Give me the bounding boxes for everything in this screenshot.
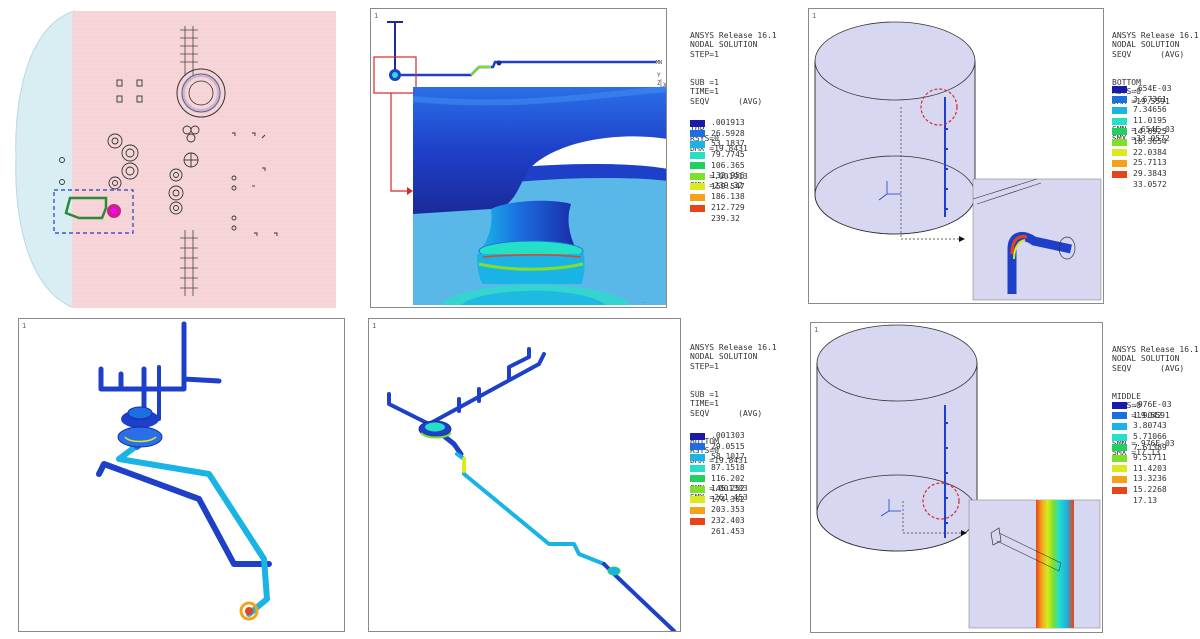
pipe-line xyxy=(944,405,948,538)
pipe-contour-view xyxy=(387,347,676,631)
tank-layout-panel xyxy=(14,8,344,308)
contour-legend-bottom-middle: .001303 29.0515 58.1017 87.1518 116.202 … xyxy=(690,431,745,537)
manway-ring xyxy=(176,68,226,118)
axis-triad xyxy=(880,499,901,517)
cylinder-model xyxy=(816,324,1101,629)
zoom-callout-box xyxy=(373,56,417,94)
pipe-overview: MN xyxy=(387,21,662,81)
tank-head xyxy=(15,10,75,308)
detail-leader xyxy=(902,501,961,534)
contour-legend-top-middle: .001913 26.5928 53.1837 79.7745 106.365 … xyxy=(690,118,745,224)
pipe-model-panel-bottom-left: 1 xyxy=(18,318,345,632)
plot-number: 1 xyxy=(812,12,817,20)
hotspot-circle xyxy=(920,88,958,126)
min-marker: MN xyxy=(656,60,662,66)
plot-number: 1 xyxy=(814,326,819,334)
result-header-bottom-right: ANSYS Release 16.1 NODAL SOLUTION SEQV (AV… xyxy=(1112,344,1199,458)
ladder-bottom xyxy=(180,230,198,296)
contour-legend-top-right: .654E-03 3.67361 7.34656 11.0195 14.6925… xyxy=(1112,84,1172,190)
ladder-top xyxy=(180,26,198,76)
detail-inset xyxy=(972,178,1102,301)
tank-layout-drawing xyxy=(15,10,336,308)
pipe-line xyxy=(944,97,948,217)
cylinder-panel-top-right: 1 xyxy=(808,8,1104,304)
view-mark: – xyxy=(643,299,646,306)
zoom-callout-arrow xyxy=(390,93,407,192)
svg-text:Y: Y xyxy=(657,72,661,79)
cylinder-model xyxy=(814,21,1102,301)
model-view: MN Y Z X – xyxy=(373,21,667,306)
contour-panel-top-middle: 1 MN Y Z X xyxy=(370,8,667,308)
pipe-model-view xyxy=(96,321,272,621)
zoom-view xyxy=(412,86,666,305)
pipe-highlight-box xyxy=(53,189,134,234)
axis-triad xyxy=(878,181,901,201)
detail-inset xyxy=(968,499,1101,629)
svg-text:Z: Z xyxy=(657,80,661,87)
detail-leader xyxy=(900,107,959,240)
plot-number: 1 xyxy=(374,12,379,20)
plot-number: 1 xyxy=(22,322,27,330)
plot-number: 1 xyxy=(372,322,377,330)
hotspot-circle xyxy=(922,482,960,520)
highlighted-pipe xyxy=(64,196,121,220)
contour-panel-bottom-middle: 1 xyxy=(368,318,681,632)
svg-text:X: X xyxy=(663,82,667,89)
contour-legend-bottom-right: .976E-03 1.9042 3.80743 5.71066 7.61389 … xyxy=(1112,400,1172,506)
cylinder-panel-bottom-right: 1 xyxy=(810,322,1103,633)
result-header-bottom-middle: ANSYS Release 16.1 NODAL SOLUTION STEP=1 S… xyxy=(690,342,777,503)
nozzle-group xyxy=(59,79,278,236)
